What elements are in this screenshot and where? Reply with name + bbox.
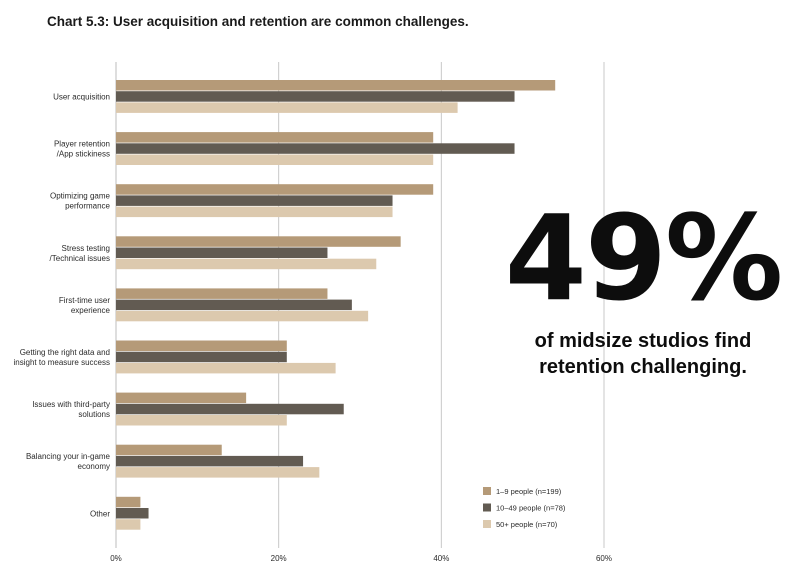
legend-swatch-2 <box>483 520 491 528</box>
bar-4-2 <box>116 310 369 322</box>
category-labels: User acquisition Player retention/App sti… <box>14 92 111 518</box>
category-label-3: Stress testing/Technical issues <box>50 244 110 263</box>
bar-2-1 <box>116 195 393 206</box>
highlight-percentage: 49% <box>504 189 783 327</box>
category-label-8: Other <box>90 509 110 518</box>
x-tick-label-1: 20% <box>271 554 287 563</box>
bar-7-2 <box>116 467 320 478</box>
legend-label-2: 50+ people (n=70) <box>496 520 558 529</box>
legend-swatch-1 <box>483 503 491 512</box>
callout-line-2: retention challenging. <box>539 356 747 378</box>
bar-4-0 <box>116 288 328 299</box>
x-tick-label-2: 40% <box>433 554 449 563</box>
bar-1-1 <box>116 143 515 154</box>
bar-7-1 <box>116 455 304 467</box>
bar-0-1 <box>116 91 515 102</box>
x-axis-ticks: 0% 20% 40% 60% <box>110 554 612 563</box>
x-tick-label-0: 0% <box>110 554 122 563</box>
bar-6-1 <box>116 403 344 415</box>
bar-0-0 <box>116 80 556 91</box>
legend-label-0: 1–9 people (n=199) <box>496 487 562 496</box>
bar-8-2 <box>116 519 141 530</box>
chart-title: Chart 5.3: User acquisition and retentio… <box>47 14 469 29</box>
bar-5-0 <box>116 340 287 351</box>
category-label-4: First-time user experience <box>59 296 111 315</box>
bar-0-2 <box>116 102 458 113</box>
bar-4-1 <box>116 299 352 311</box>
bars-group <box>116 80 556 530</box>
bar-2-0 <box>116 184 434 195</box>
category-label-6: Issues with third-party solutions <box>32 400 110 419</box>
bar-7-0 <box>116 444 222 456</box>
category-label-7: Balancing your in-game economy <box>26 452 111 471</box>
legend: 1–9 people (n=199) 10–49 people (n=78) 50+… <box>483 487 566 529</box>
bar-2-2 <box>116 206 393 218</box>
category-label-0: User acquisition <box>53 92 110 101</box>
legend-swatch-0 <box>483 487 491 495</box>
category-label-2: Optimizing game performance <box>50 192 111 211</box>
bar-5-1 <box>116 351 287 363</box>
bar-3-2 <box>116 258 377 270</box>
legend-label-1: 10–49 people (n=78) <box>496 504 566 513</box>
bar-5-2 <box>116 362 336 374</box>
bar-1-0 <box>116 132 434 143</box>
category-label-5: Getting the right data and insight to mea… <box>14 348 111 367</box>
bar-1-2 <box>116 154 434 165</box>
bar-6-2 <box>116 415 287 426</box>
x-tick-label-3: 60% <box>596 554 612 563</box>
category-label-1: Player retention/App stickiness <box>54 140 110 159</box>
bar-3-0 <box>116 236 401 247</box>
callout-line-1: of midsize studios find <box>534 330 752 352</box>
bar-3-1 <box>116 247 328 258</box>
bar-8-1 <box>116 508 149 519</box>
highlight-callout: 49% of midsize studios find retention ch… <box>498 196 788 380</box>
bar-6-0 <box>116 392 247 404</box>
bar-8-0 <box>116 496 141 508</box>
